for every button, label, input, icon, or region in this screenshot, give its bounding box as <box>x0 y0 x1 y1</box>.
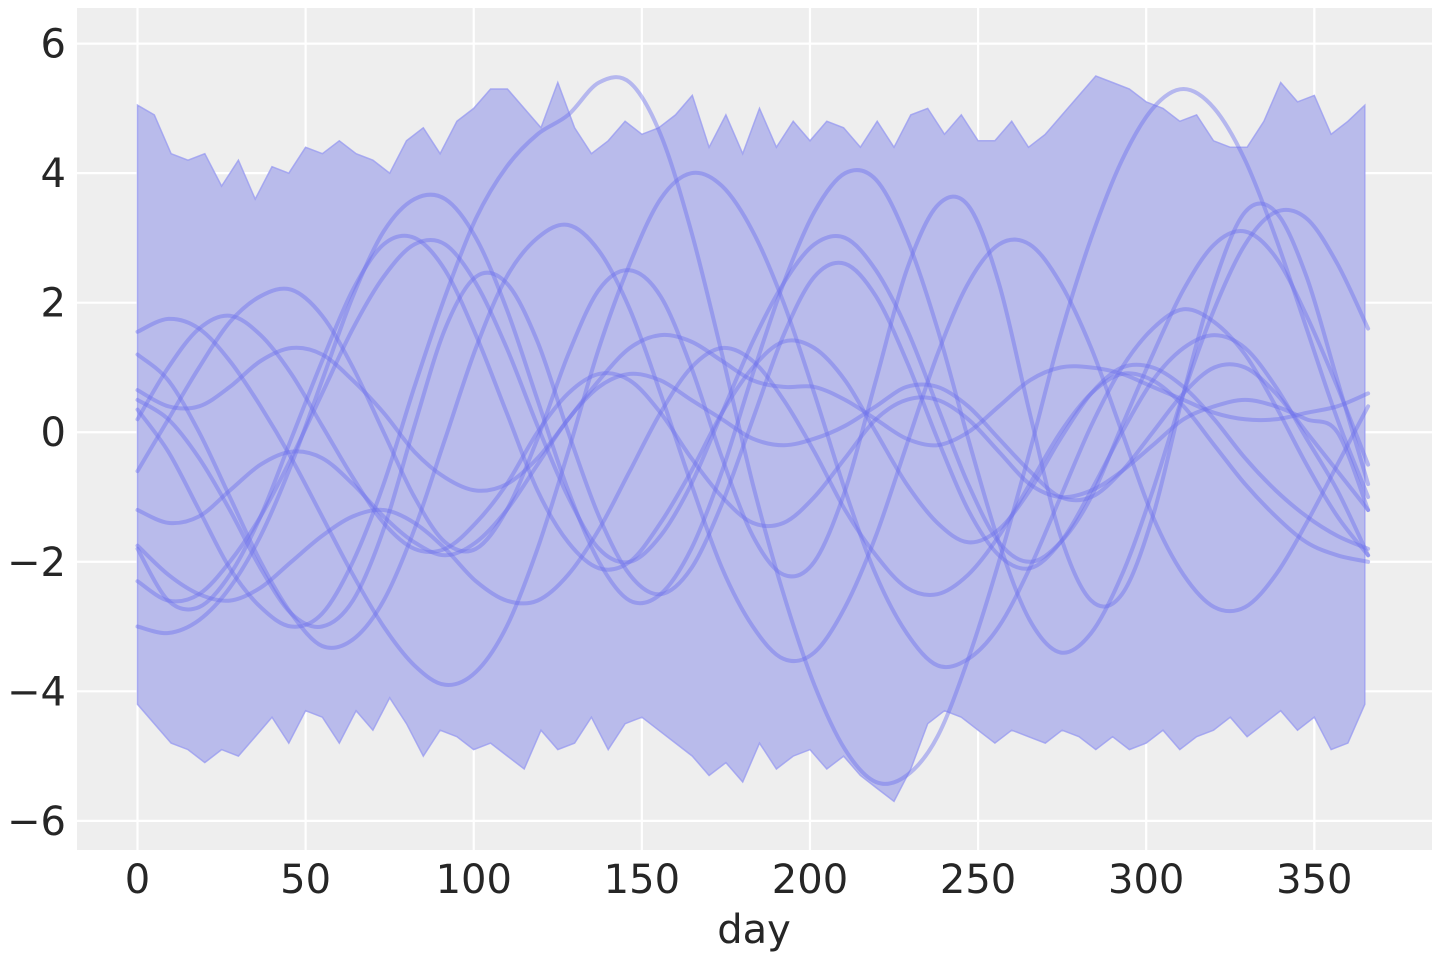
x-tick-label: 250 <box>940 857 1016 903</box>
sample-line-5 <box>135 332 1371 493</box>
y-tick-label: 2 <box>41 281 66 327</box>
y-tick-label: 4 <box>41 151 66 197</box>
x-tick-label: 150 <box>604 857 680 903</box>
sample-line-2 <box>135 260 1371 629</box>
uncertainty-band <box>136 75 1366 803</box>
band-layer <box>136 75 1366 803</box>
x-tick-label: 50 <box>280 857 331 903</box>
y-tick-label: −6 <box>7 799 66 845</box>
x-axis-label: day <box>717 907 791 953</box>
y-tick-label: 6 <box>41 22 66 68</box>
x-tick-label: 350 <box>1276 857 1352 903</box>
sample-line-7 <box>135 233 1371 612</box>
y-tick-labels: −6 −4 −2 0 2 4 6 <box>7 22 66 845</box>
sample-line-3 <box>135 168 1371 655</box>
x-tick-labels: 0 50 100 150 200 250 300 350 <box>125 857 1353 903</box>
y-tick-label: 0 <box>41 410 66 456</box>
sample-line-10 <box>135 345 1371 606</box>
sample-line-11 <box>135 75 1371 786</box>
y-tick-label: −4 <box>7 669 66 715</box>
series-layer <box>135 75 1371 786</box>
x-tick-label: 0 <box>125 857 150 903</box>
y-tick-label: −2 <box>7 540 66 586</box>
x-tick-label: 100 <box>436 857 512 903</box>
sample-line-8 <box>135 229 1371 604</box>
sample-line-12 <box>135 222 1371 664</box>
sample-line-9 <box>135 313 1371 555</box>
x-tick-label: 200 <box>772 857 848 903</box>
sample-line-1 <box>135 170 1371 687</box>
sample-line-6 <box>135 362 1371 558</box>
x-tick-label: 300 <box>1108 857 1184 903</box>
sample-line-4 <box>135 194 1371 609</box>
